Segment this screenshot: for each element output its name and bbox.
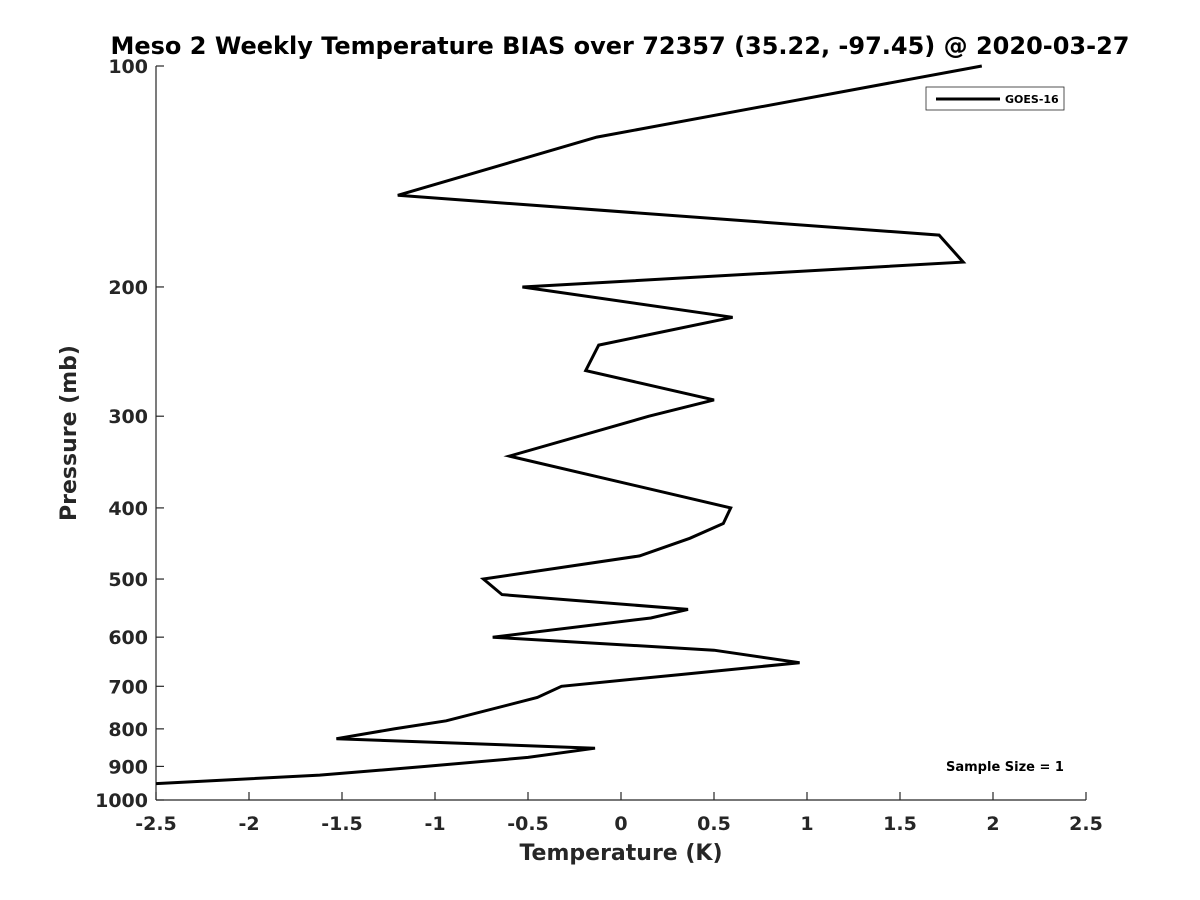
x-tick-label: 0 (614, 813, 627, 835)
x-tick-label: -2.5 (135, 813, 177, 835)
y-tick-label: 200 (108, 277, 148, 299)
x-tick-label: 2.5 (1069, 813, 1103, 835)
y-axis-label: Pressure (mb) (57, 345, 82, 521)
x-tick-label: 0.5 (697, 813, 731, 835)
x-axis-label: Temperature (K) (519, 841, 722, 866)
y-tick-label: 1000 (95, 790, 148, 812)
y-tick-label: 900 (108, 756, 148, 778)
y-tick-label: 500 (108, 569, 148, 591)
y-tick-label: 600 (108, 627, 148, 649)
y-tick-label: 800 (108, 719, 148, 741)
sample-size-annotation: Sample Size = 1 (946, 760, 1064, 775)
y-tick-label: 700 (108, 676, 148, 698)
x-tick-label: 2 (986, 813, 999, 835)
series-line-goes-16 (155, 64, 983, 786)
x-axis-ticks: -2.5 -2 -1.5 -1 -0.5 0 0.5 1 1.5 2 2.5 (135, 792, 1103, 835)
chart-title: Meso 2 Weekly Temperature BIAS over 7235… (110, 32, 1129, 60)
x-tick-label: -1 (424, 813, 445, 835)
y-tick-label: 400 (108, 498, 148, 520)
x-tick-label: -0.5 (507, 813, 549, 835)
x-tick-label: 1 (800, 813, 813, 835)
x-tick-label: -2 (238, 813, 259, 835)
legend: GOES-16 (925, 86, 1065, 111)
plot-area: -2.5 -2 -1.5 -1 -0.5 0 0.5 1 1.5 2 2.5 100 200 300 40… (95, 56, 1103, 835)
x-tick-label: 1.5 (883, 813, 917, 835)
y-tick-label: 100 (108, 56, 148, 78)
y-tick-label: 300 (108, 406, 148, 428)
legend-label-goes-16: GOES-16 (1005, 93, 1059, 106)
x-tick-label: -1.5 (321, 813, 363, 835)
series-layer (155, 64, 983, 786)
y-axis-ticks: 100 200 300 400 500 600 700 800 900 1000 (95, 56, 164, 812)
